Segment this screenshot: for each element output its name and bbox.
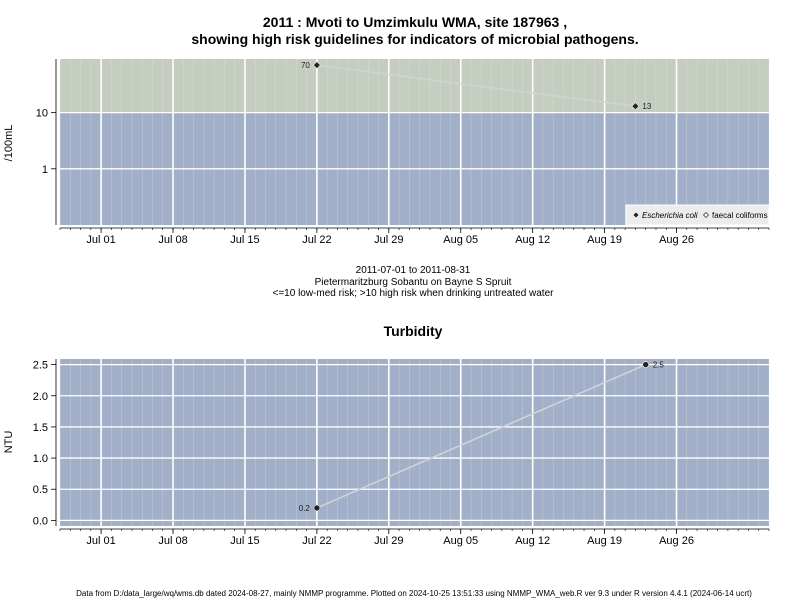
x-tick-label: Jul 15	[230, 234, 259, 246]
plot-background	[60, 359, 769, 526]
legend-box	[625, 204, 770, 226]
series-line	[316, 363, 647, 509]
data-label: 0.2	[299, 504, 311, 513]
chart1-title-line1: 2011 : Mvoti to Umzimkulu WMA, site 1879…	[263, 14, 567, 30]
data-label: 13	[642, 102, 651, 111]
x-tick-label: Aug 12	[515, 234, 550, 246]
y-tick-label: 1.0	[33, 453, 48, 465]
x-tick-label: Jul 08	[158, 234, 187, 246]
legend-swatch-filled-diamond	[633, 212, 639, 218]
y-tick-label: 1.5	[33, 422, 48, 434]
chart1-title-line2: showing high risk guidelines for indicat…	[191, 31, 638, 47]
x-tick-label: Jul 29	[374, 234, 403, 246]
x-tick-label: Aug 26	[659, 535, 694, 547]
y-tick-label: 0.5	[33, 484, 48, 496]
legend: Escherichia coli faecal coliforms	[625, 204, 770, 226]
x-tick-label: Aug 26	[659, 234, 694, 246]
data-point	[642, 361, 649, 368]
x-tick-label: Jul 01	[86, 234, 115, 246]
turbidity-chart: Jul 01 Jul 08 Jul 15 Jul 22 Jul 29 Aug 05 Aug …	[33, 359, 770, 547]
caption-site: Pietermaritzburg Sobantu on Bayne S Spru…	[315, 277, 512, 288]
data-point	[312, 61, 321, 70]
y-tick-label: 10	[36, 108, 48, 120]
y-tick-label: 0.0	[33, 515, 48, 527]
chart1-y-axis-label: /100mL	[3, 125, 15, 162]
caption-risk-note: <=10 low-med risk; >10 high risk when dr…	[273, 288, 555, 299]
x-tick-label: Jul 01	[86, 535, 115, 547]
legend-label: Escherichia coli	[642, 211, 698, 220]
x-tick-label: Aug 19	[587, 234, 622, 246]
data-label: 2.5	[653, 361, 665, 370]
y-tick-label: 2.5	[33, 360, 48, 372]
legend-label: faecal coliforms	[712, 211, 768, 220]
x-tick-label: Aug 12	[515, 535, 550, 547]
x-tick-label: Aug 05	[443, 234, 478, 246]
chart2-title: Turbidity	[384, 323, 443, 339]
x-tick-label: Jul 08	[158, 535, 187, 547]
x-tick-label: Jul 29	[374, 535, 403, 547]
data-point	[313, 504, 321, 512]
y-tick-label: 2.0	[33, 391, 48, 403]
legend-swatch-open-diamond	[703, 212, 709, 218]
x-tick-label: Aug 19	[587, 535, 622, 547]
high-risk-band	[60, 59, 769, 113]
x-tick-label: Jul 22	[302, 234, 331, 246]
microbial-chart: Jul 01 Jul 08 Jul 15 Jul 22 Jul 29 Aug 05 Aug …	[36, 59, 770, 246]
chart2-y-axis-label: NTU	[3, 431, 15, 454]
y-tick-label: 1	[42, 164, 48, 176]
x-tick-label: Jul 15	[230, 535, 259, 547]
x-tick-label: Jul 22	[302, 535, 331, 547]
series-line	[316, 64, 636, 108]
caption-date-range: 2011-07-01 to 2011-08-31	[356, 265, 471, 276]
data-point	[631, 102, 640, 111]
data-label: 70	[301, 61, 310, 70]
x-tick-label: Aug 05	[443, 535, 478, 547]
footer-note: Data from D:/data_large/wq/wms.db dated …	[76, 589, 752, 598]
